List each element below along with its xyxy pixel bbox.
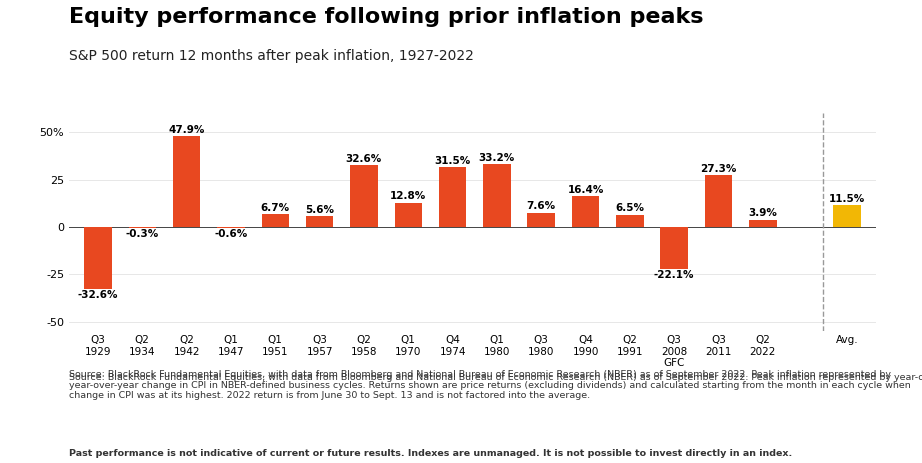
Bar xyxy=(306,216,334,227)
Text: Source: BlackRock Fundamental Equities, with data from Bloomberg and National Bu: Source: BlackRock Fundamental Equities, … xyxy=(69,373,922,382)
Bar xyxy=(483,164,511,227)
Bar xyxy=(616,215,644,227)
Bar xyxy=(439,167,467,227)
Text: -0.3%: -0.3% xyxy=(125,229,159,239)
Text: -0.6%: -0.6% xyxy=(214,230,248,239)
Text: -22.1%: -22.1% xyxy=(654,270,694,280)
Text: -32.6%: -32.6% xyxy=(77,290,118,300)
Bar xyxy=(395,203,422,227)
Bar xyxy=(660,227,688,269)
Text: 27.3%: 27.3% xyxy=(701,164,737,174)
Text: S&P 500 return 12 months after peak inflation, 1927-2022: S&P 500 return 12 months after peak infl… xyxy=(69,49,474,63)
Text: 5.6%: 5.6% xyxy=(305,205,334,215)
Text: Past performance is not indicative of current or future results. Indexes are unm: Past performance is not indicative of cu… xyxy=(69,449,792,458)
Text: 31.5%: 31.5% xyxy=(434,156,471,166)
Text: Equity performance following prior inflation peaks: Equity performance following prior infla… xyxy=(69,7,703,27)
Bar xyxy=(833,205,861,227)
Text: 33.2%: 33.2% xyxy=(479,153,515,163)
Bar xyxy=(527,213,555,227)
Text: 7.6%: 7.6% xyxy=(526,201,556,211)
Bar xyxy=(750,219,776,227)
Text: 6.7%: 6.7% xyxy=(261,203,290,213)
Text: 11.5%: 11.5% xyxy=(829,194,865,204)
Text: 12.8%: 12.8% xyxy=(390,191,426,201)
Bar xyxy=(218,227,244,228)
Text: 6.5%: 6.5% xyxy=(615,203,644,213)
Bar xyxy=(173,136,200,227)
Bar xyxy=(572,196,599,227)
Text: 3.9%: 3.9% xyxy=(749,208,777,218)
Text: 16.4%: 16.4% xyxy=(567,185,604,194)
Text: 32.6%: 32.6% xyxy=(346,154,382,164)
Bar xyxy=(262,214,289,227)
Text: Source: BlackRock Fundamental Equities, with data from Bloomberg and National Bu: Source: BlackRock Fundamental Equities, … xyxy=(69,370,911,400)
Text: 47.9%: 47.9% xyxy=(169,125,205,135)
Bar xyxy=(704,175,732,227)
Bar xyxy=(350,165,378,227)
Bar xyxy=(84,227,112,288)
